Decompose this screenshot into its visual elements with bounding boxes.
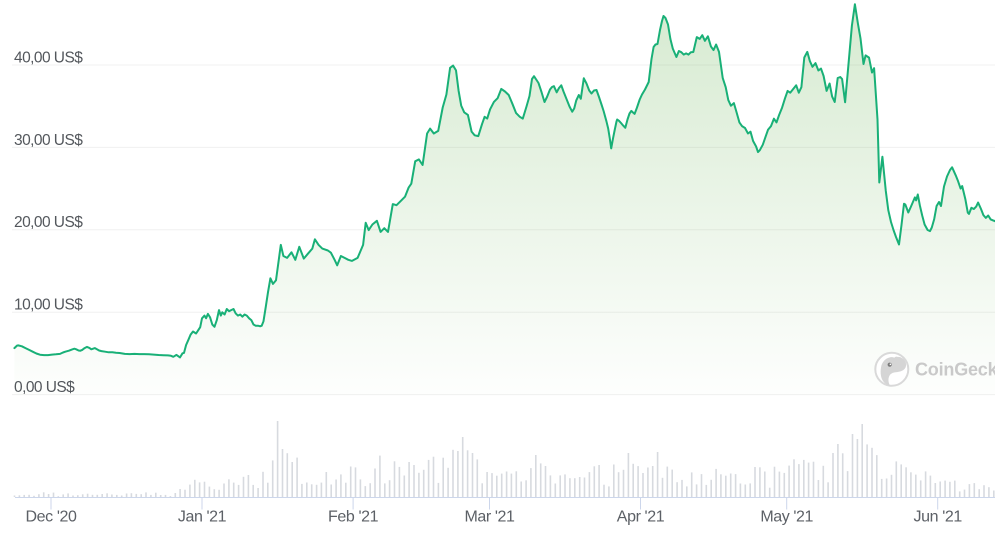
svg-text:40,00 US$: 40,00 US$ [14, 49, 83, 66]
svg-text:30,00 US$: 30,00 US$ [14, 132, 83, 149]
svg-text:Feb '21: Feb '21 [328, 509, 379, 526]
svg-text:Jun '21: Jun '21 [914, 509, 963, 526]
svg-text:Jan '21: Jan '21 [178, 509, 227, 526]
svg-text:Dec '20: Dec '20 [26, 509, 77, 526]
svg-text:Mar '21: Mar '21 [464, 509, 515, 526]
svg-text:20,00 US$: 20,00 US$ [14, 214, 83, 231]
svg-text:10,00 US$: 10,00 US$ [14, 297, 83, 314]
svg-text:CoinGecko: CoinGecko [915, 360, 995, 380]
svg-text:May '21: May '21 [760, 509, 813, 526]
svg-text:0,00 US$: 0,00 US$ [14, 379, 75, 396]
svg-text:Apr '21: Apr '21 [617, 509, 665, 526]
